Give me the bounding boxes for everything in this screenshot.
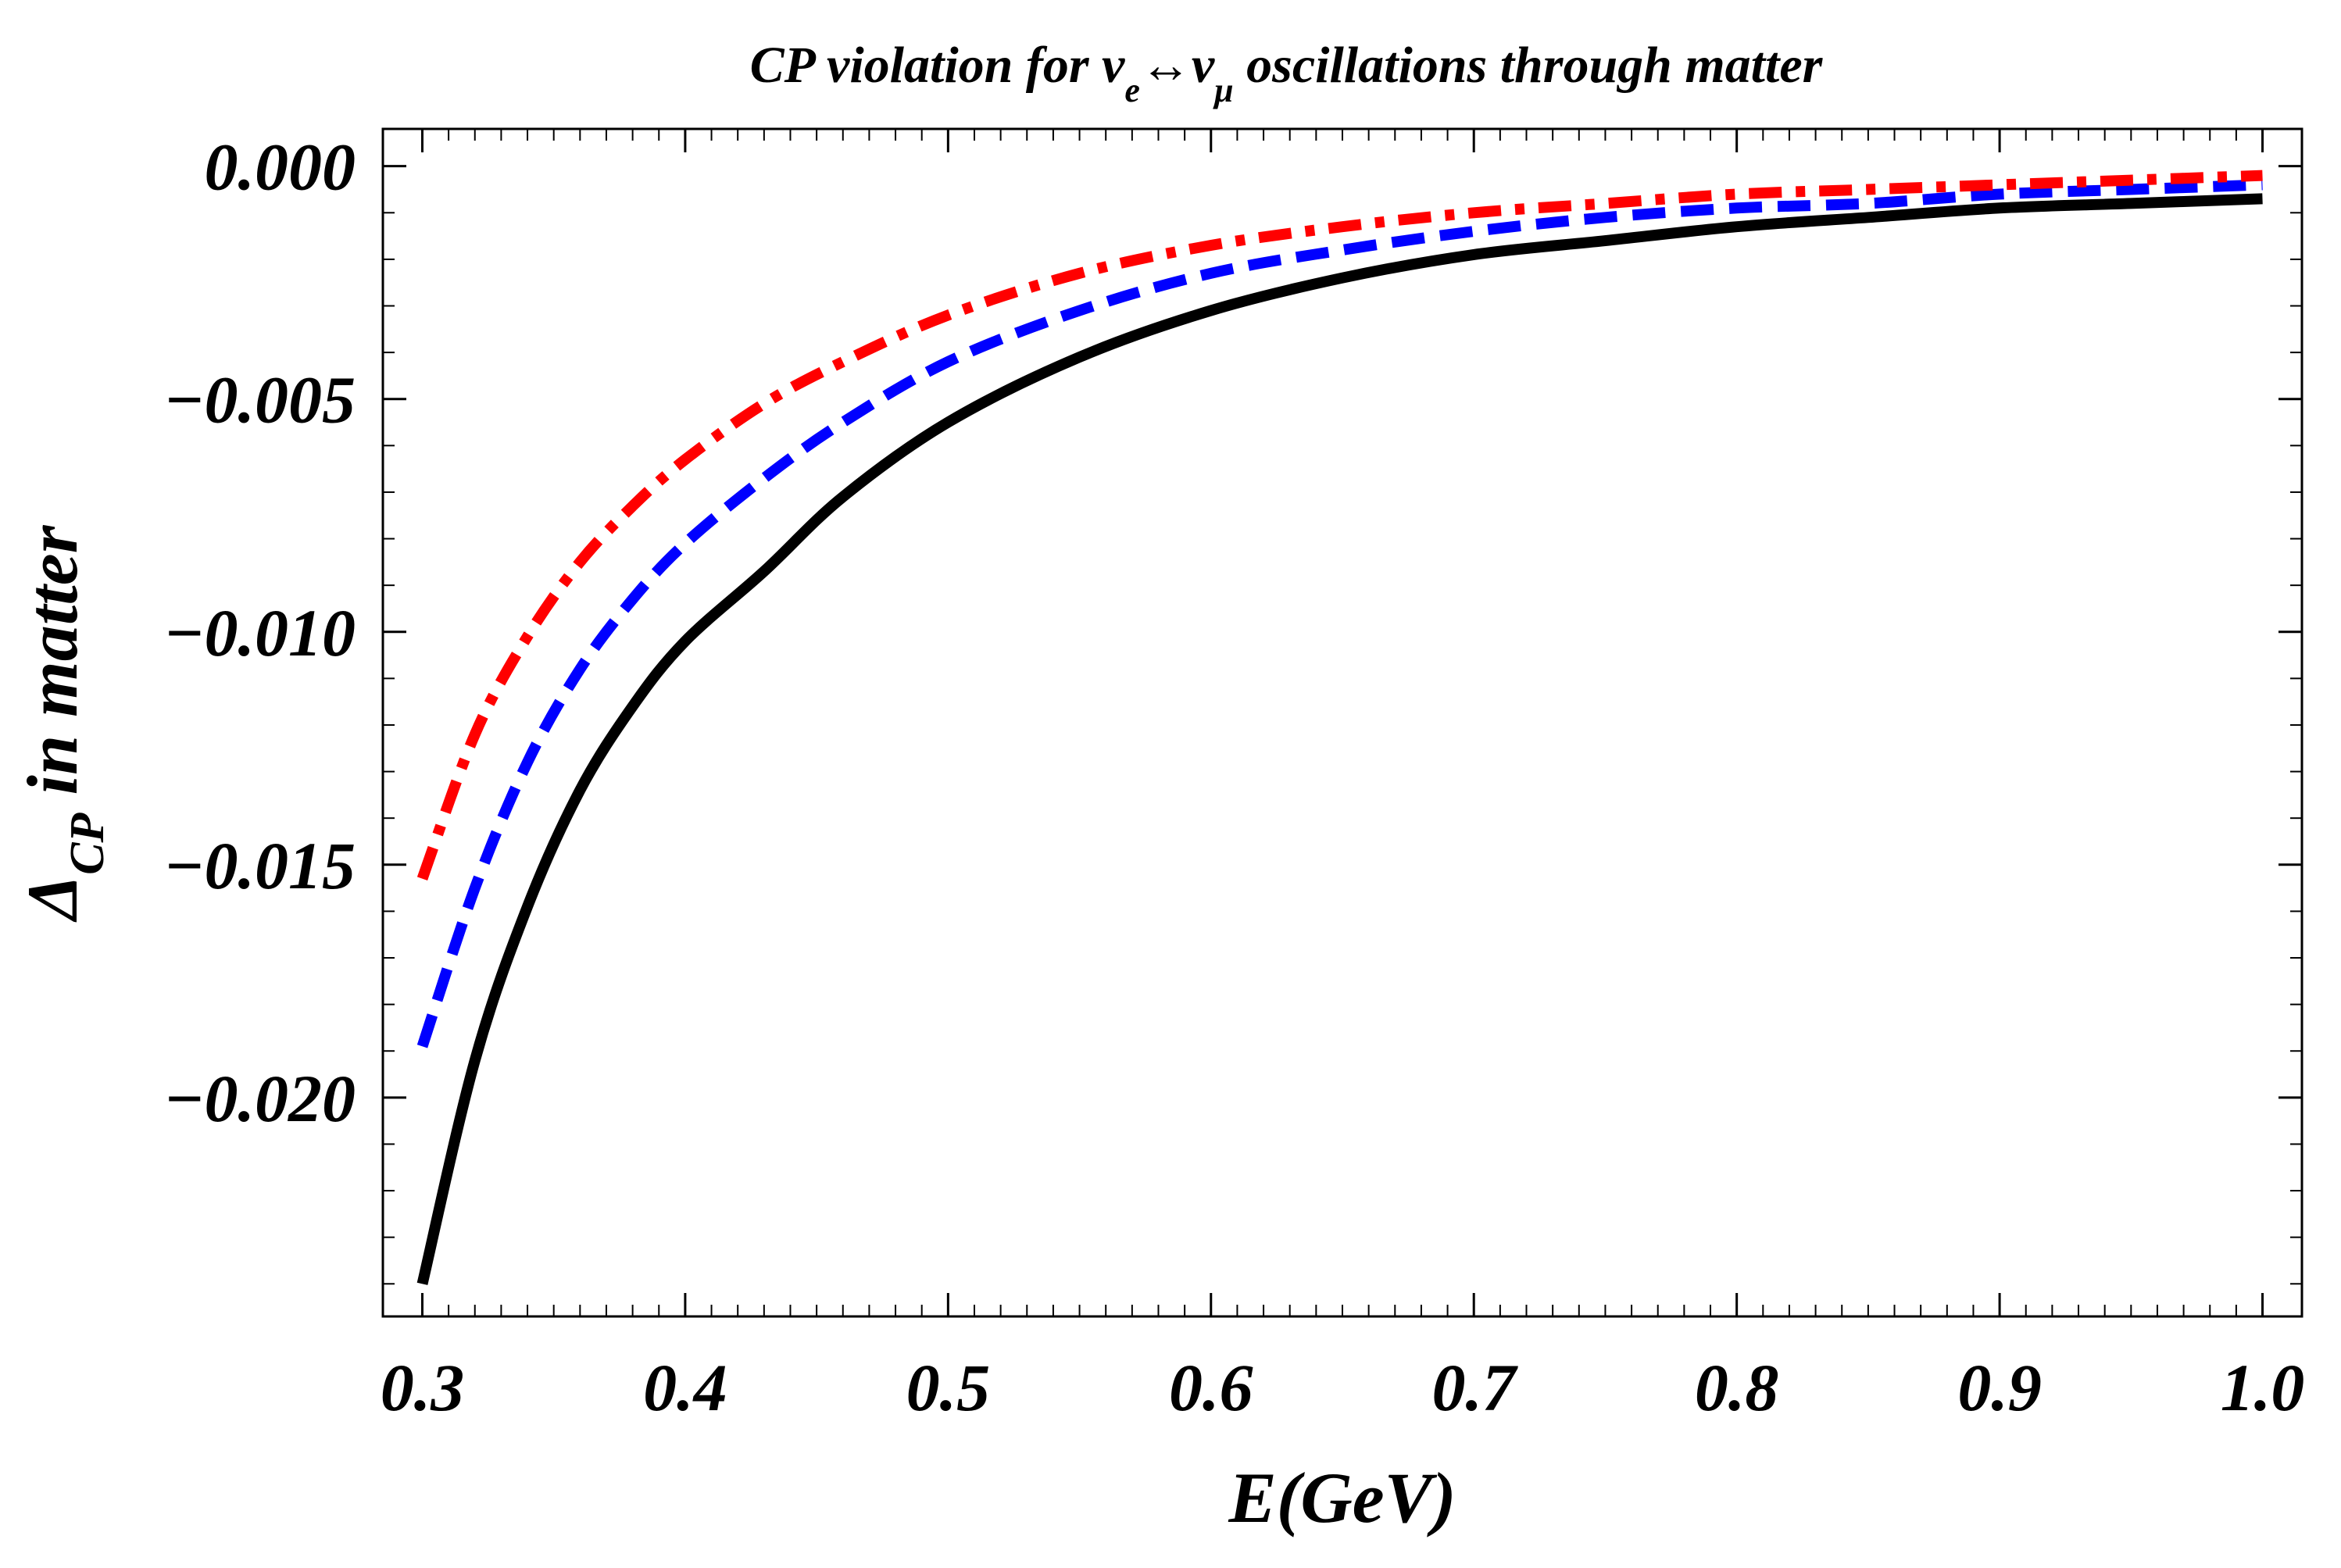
x-tick-label: 0.7 xyxy=(1431,1350,1518,1425)
x-tick-labels: 0.3 0.4 0.5 0.6 0.7 0.8 0.9 1.0 xyxy=(381,1350,2305,1425)
title-subscript-mu: μ xyxy=(1213,71,1233,109)
x-tick-label: 0.5 xyxy=(906,1350,991,1425)
x-tick-label: 0.4 xyxy=(643,1350,727,1425)
y-tick-label: 0.000 xyxy=(205,130,356,205)
series-line-dashed-blue xyxy=(416,179,2263,1048)
x-axis-label: E(GeV) xyxy=(1228,1458,1456,1538)
y-label-subscript: CP xyxy=(61,812,114,874)
y-tick-label: −0.020 xyxy=(163,1061,356,1136)
chart-title: CP violation for νe↔νμ oscillations thro… xyxy=(750,37,1824,109)
x-tick-label: 0.8 xyxy=(1695,1350,1779,1425)
y-tick-label: −0.010 xyxy=(163,595,356,670)
plot-area xyxy=(416,170,2263,1285)
y-tick-labels: 0.000 −0.005 −0.010 −0.015 −0.020 xyxy=(163,130,356,1136)
x-tick-label: 0.6 xyxy=(1169,1350,1253,1425)
x-tick-label: 0.9 xyxy=(1957,1350,2042,1425)
axis-ticks xyxy=(383,129,2302,1316)
x-tick-label: 0.3 xyxy=(381,1350,465,1425)
y-axis-label: ΔCP in matter xyxy=(13,524,114,923)
title-subscript-e: e xyxy=(1124,71,1140,109)
y-tick-label: −0.015 xyxy=(163,828,356,903)
series-line-dashdot-red xyxy=(416,170,2263,881)
y-tick-label: −0.005 xyxy=(163,363,356,438)
x-tick-label: 1.0 xyxy=(2221,1350,2305,1425)
series-line-solid-black xyxy=(416,193,2263,1285)
